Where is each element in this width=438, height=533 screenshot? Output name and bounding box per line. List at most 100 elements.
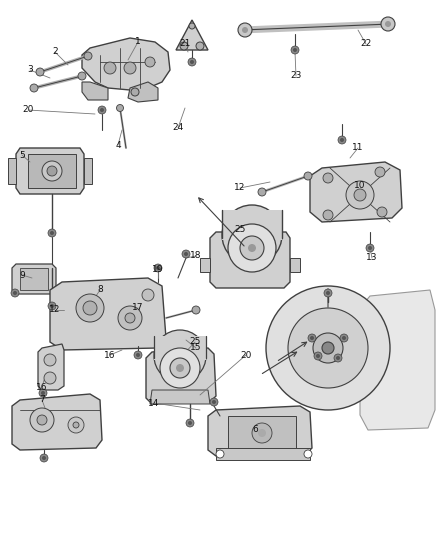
Circle shape <box>184 252 188 256</box>
Circle shape <box>222 205 282 265</box>
Circle shape <box>381 17 395 31</box>
Text: 9: 9 <box>19 271 25 279</box>
Text: 24: 24 <box>173 124 184 133</box>
Circle shape <box>340 138 344 142</box>
Text: 3: 3 <box>27 66 33 75</box>
Bar <box>222 210 282 240</box>
Circle shape <box>154 264 162 272</box>
Circle shape <box>288 308 368 388</box>
Circle shape <box>252 423 272 443</box>
Text: 19: 19 <box>152 265 164 274</box>
Text: 25: 25 <box>234 225 246 235</box>
Circle shape <box>154 330 206 382</box>
Polygon shape <box>38 344 64 390</box>
Polygon shape <box>290 258 300 272</box>
Circle shape <box>104 62 116 74</box>
Circle shape <box>176 364 184 372</box>
Circle shape <box>124 62 136 74</box>
Circle shape <box>238 23 252 37</box>
Circle shape <box>228 224 276 272</box>
Text: 21: 21 <box>179 39 191 49</box>
Circle shape <box>44 372 56 384</box>
Polygon shape <box>12 394 102 450</box>
Text: 12: 12 <box>234 183 246 192</box>
Text: 12: 12 <box>49 305 61 314</box>
Text: 23: 23 <box>290 71 302 80</box>
Circle shape <box>196 42 204 50</box>
Text: 7: 7 <box>39 395 45 405</box>
Polygon shape <box>12 264 56 294</box>
Circle shape <box>304 172 312 180</box>
Polygon shape <box>50 278 166 350</box>
Polygon shape <box>176 20 208 50</box>
Circle shape <box>78 72 86 80</box>
Polygon shape <box>82 82 108 100</box>
Polygon shape <box>310 162 402 222</box>
Circle shape <box>42 161 62 181</box>
Polygon shape <box>200 258 210 272</box>
Circle shape <box>117 104 124 111</box>
Text: 8: 8 <box>97 286 103 295</box>
Circle shape <box>76 294 104 322</box>
Circle shape <box>210 398 218 406</box>
Circle shape <box>50 231 54 235</box>
Circle shape <box>40 454 48 462</box>
Circle shape <box>30 408 54 432</box>
Circle shape <box>304 450 312 458</box>
Circle shape <box>258 188 266 196</box>
Circle shape <box>47 166 57 176</box>
Circle shape <box>84 52 92 60</box>
Circle shape <box>11 289 19 297</box>
Text: 2: 2 <box>52 47 58 56</box>
Text: 14: 14 <box>148 399 160 408</box>
Circle shape <box>188 421 192 425</box>
Circle shape <box>186 419 194 427</box>
Polygon shape <box>8 158 16 184</box>
Circle shape <box>13 291 17 295</box>
Circle shape <box>258 429 266 437</box>
Polygon shape <box>216 448 310 460</box>
Circle shape <box>322 342 334 354</box>
Text: 13: 13 <box>366 254 378 262</box>
Circle shape <box>242 27 248 33</box>
Text: 25: 25 <box>189 337 201 346</box>
Text: 1: 1 <box>135 37 141 46</box>
Circle shape <box>310 336 314 340</box>
Text: 4: 4 <box>115 141 121 149</box>
Circle shape <box>248 244 256 252</box>
Circle shape <box>44 354 56 366</box>
Circle shape <box>37 415 47 425</box>
Circle shape <box>142 289 154 301</box>
Circle shape <box>131 88 139 96</box>
Text: 18: 18 <box>190 252 202 261</box>
Circle shape <box>125 313 135 323</box>
Text: 17: 17 <box>132 303 144 312</box>
Polygon shape <box>146 348 216 404</box>
Circle shape <box>323 210 333 220</box>
Text: 16: 16 <box>104 351 116 359</box>
Circle shape <box>134 351 142 359</box>
Circle shape <box>375 167 385 177</box>
Circle shape <box>39 389 47 397</box>
Circle shape <box>160 348 200 388</box>
Polygon shape <box>208 406 312 456</box>
Circle shape <box>42 456 46 460</box>
Circle shape <box>266 286 390 410</box>
Circle shape <box>377 207 387 217</box>
Circle shape <box>189 23 195 29</box>
Bar <box>28 154 76 188</box>
Circle shape <box>36 68 44 76</box>
Circle shape <box>293 48 297 52</box>
Circle shape <box>308 334 316 342</box>
Circle shape <box>192 306 200 314</box>
Circle shape <box>291 46 299 54</box>
Text: 6: 6 <box>252 425 258 434</box>
Circle shape <box>98 106 106 114</box>
Circle shape <box>323 173 333 183</box>
Text: 16: 16 <box>36 384 48 392</box>
Bar <box>154 336 206 360</box>
Circle shape <box>188 58 196 66</box>
Circle shape <box>354 189 366 201</box>
Circle shape <box>342 336 346 340</box>
Circle shape <box>385 21 391 27</box>
